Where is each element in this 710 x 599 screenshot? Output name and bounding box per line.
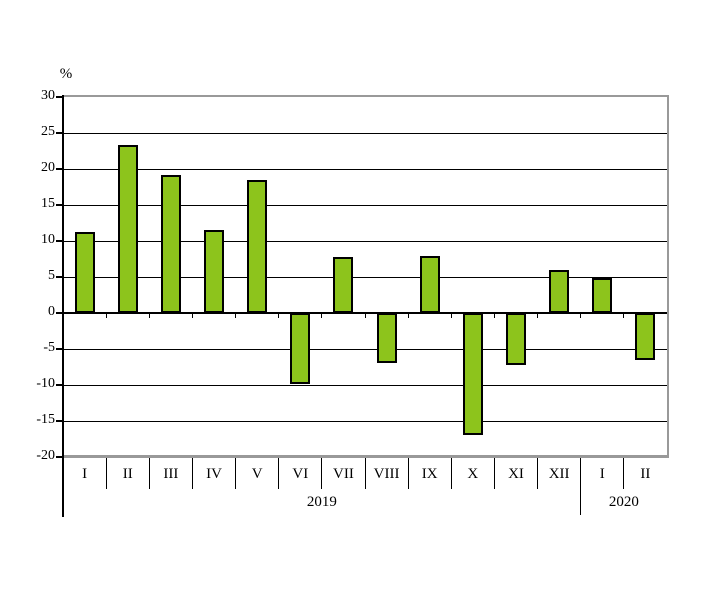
x-label-separator: [623, 458, 625, 489]
y-axis-label: 10: [41, 232, 55, 247]
gridline: [63, 276, 667, 278]
x-axis-label: I: [599, 466, 605, 482]
y-axis-label: 15: [41, 196, 55, 211]
x-axis-label: VII: [333, 466, 354, 482]
y-axis-label: 30: [41, 88, 55, 103]
y-axis-label: -5: [43, 340, 55, 355]
x-axis-label: V: [251, 466, 263, 482]
y-axis-tick: [56, 384, 63, 386]
bar: [592, 278, 613, 313]
x-axis-label: X: [467, 466, 479, 482]
y-axis-tick: [56, 420, 63, 422]
x-axis-tick: [191, 314, 193, 318]
year-group-label: 2019: [306, 494, 337, 510]
gridline: [63, 348, 667, 350]
x-axis-label: XII: [548, 466, 570, 482]
bar: [204, 230, 224, 313]
y-axis-tick: [56, 132, 63, 134]
y-axis-label: -15: [36, 412, 55, 427]
bar: [506, 313, 526, 365]
x-axis-tick: [407, 314, 409, 318]
bar: [74, 231, 95, 313]
y-axis-tick: [56, 312, 63, 314]
bar: [549, 269, 570, 313]
x-axis-tick: [148, 314, 150, 318]
bar: [462, 313, 483, 435]
bar: [376, 313, 397, 363]
y-axis-label: 20: [41, 160, 55, 175]
x-label-separator: [580, 458, 582, 515]
y-axis-unit-label: %: [59, 66, 73, 82]
y-axis-tick: [56, 456, 63, 458]
gridline: [63, 204, 667, 206]
x-axis-tick: [105, 314, 107, 318]
gridline: [63, 420, 667, 422]
x-axis-tick: [321, 314, 323, 318]
x-axis-tick: [623, 314, 625, 318]
bar: [333, 256, 354, 313]
x-label-separator: [235, 458, 237, 489]
y-axis-tick: [56, 168, 63, 170]
x-axis-label: VIII: [373, 466, 400, 482]
plot-frame-top: [63, 95, 669, 97]
bar: [635, 313, 656, 360]
x-axis-tick: [493, 314, 495, 318]
y-axis-label: -10: [36, 376, 55, 391]
y-axis-label: 0: [48, 304, 55, 319]
bar: [117, 144, 138, 313]
bar: [247, 179, 268, 313]
bar: [419, 256, 440, 313]
y-axis-tick: [56, 348, 63, 350]
y-axis-tick: [56, 240, 63, 242]
x-axis-label: II: [640, 466, 651, 482]
x-axis-tick: [537, 314, 539, 318]
x-label-separator: [191, 458, 193, 489]
plot-frame-bottom: [63, 455, 669, 458]
x-axis-label: III: [163, 466, 179, 482]
year-group-label: 2020: [608, 494, 639, 510]
y-axis-tick: [56, 276, 63, 278]
y-axis-tick: [56, 204, 63, 206]
x-label-separator: [450, 458, 452, 489]
x-axis-label: IV: [206, 466, 222, 482]
plot-frame-right: [667, 95, 669, 458]
gridline: [63, 384, 667, 386]
gridline: [63, 240, 667, 242]
x-axis-label: IX: [421, 466, 438, 482]
y-axis-label: -20: [36, 448, 55, 463]
bar: [160, 174, 181, 313]
x-axis-label: VI: [292, 466, 309, 482]
gridline: [63, 312, 667, 314]
x-label-separator: [278, 458, 280, 489]
y-axis-tick: [56, 96, 63, 98]
x-axis-tick: [364, 314, 366, 318]
x-label-separator: [493, 458, 495, 489]
x-axis-tick: [235, 314, 237, 318]
y-axis-label: 25: [41, 124, 55, 139]
x-axis-label: II: [122, 466, 133, 482]
bar: [290, 313, 311, 384]
x-axis-tick: [580, 314, 582, 318]
x-axis-label: XI: [508, 466, 524, 482]
x-axis-label: I: [82, 466, 88, 482]
x-axis-tick: [450, 314, 452, 318]
x-label-separator: [364, 458, 366, 489]
y-axis-line: [62, 95, 64, 517]
x-label-separator: [537, 458, 539, 489]
gridline: [63, 168, 667, 170]
x-axis-tick: [278, 314, 280, 318]
x-label-separator: [105, 458, 107, 489]
gridline: [63, 132, 667, 134]
y-axis-label: 5: [48, 268, 55, 283]
x-label-separator: [148, 458, 150, 489]
x-label-separator: [321, 458, 323, 489]
x-label-separator: [407, 458, 409, 489]
